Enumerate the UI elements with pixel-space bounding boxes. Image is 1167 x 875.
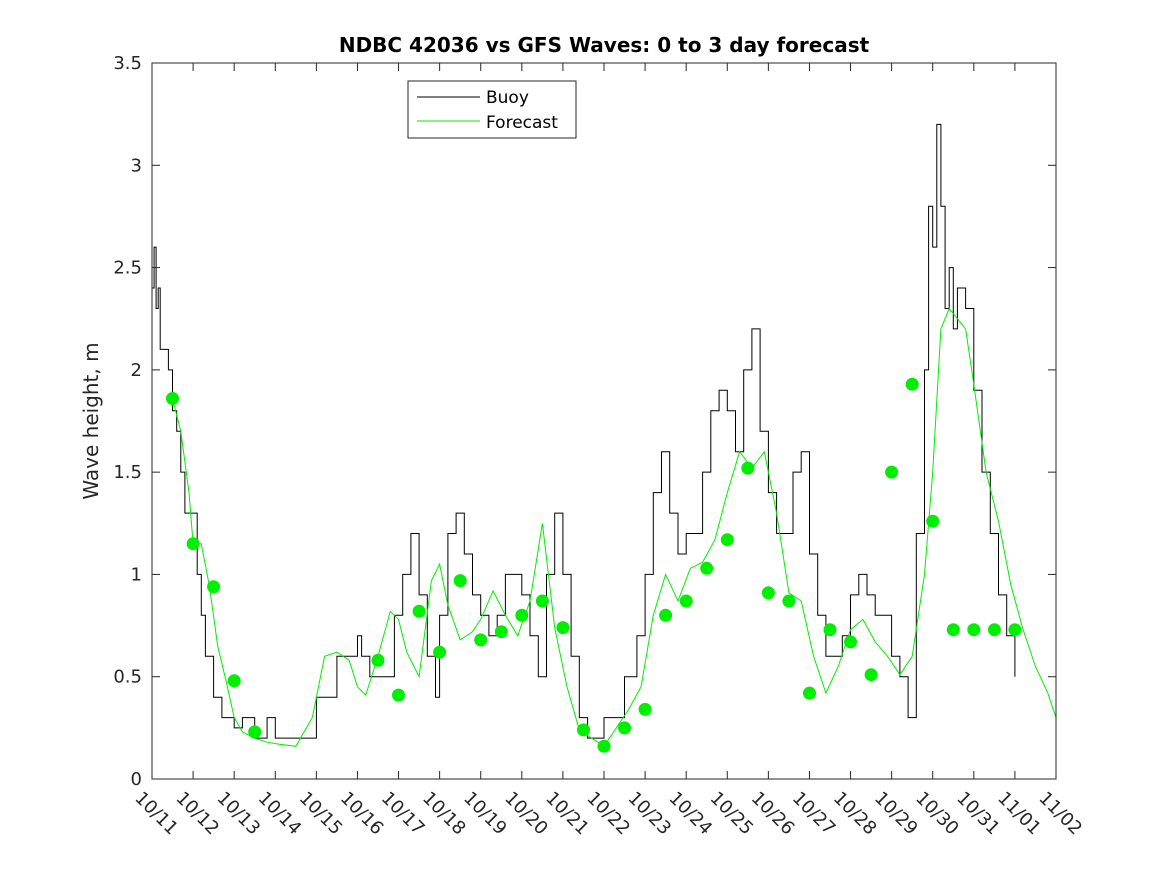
forecast-marker xyxy=(659,608,673,622)
forecast-marker xyxy=(823,623,837,637)
forecast-marker xyxy=(803,686,816,700)
forecast-marker xyxy=(741,461,755,475)
y-tick-label: 3.5 xyxy=(113,53,142,74)
forecast-marker xyxy=(905,377,919,391)
forecast-marker xyxy=(782,594,796,608)
forecast-marker xyxy=(433,645,447,659)
forecast-marker xyxy=(474,633,488,647)
y-axis: 0 0.5 1 1.5 2 2.5 3 3.5 xyxy=(113,53,1056,790)
forecast-marker xyxy=(515,608,529,622)
forecast-marker xyxy=(864,668,878,682)
forecast-marker xyxy=(679,594,693,608)
chart-title: NDBC 42036 vs GFS Waves: 0 to 3 day fore… xyxy=(339,33,870,57)
forecast-marker xyxy=(967,623,981,637)
y-tick-label: 1.5 xyxy=(113,462,142,483)
y-tick-label: 1 xyxy=(131,564,142,585)
forecast-marker xyxy=(166,392,179,405)
forecast-marker xyxy=(1008,623,1022,637)
forecast-marker xyxy=(453,574,467,588)
y-tick-label: 0.5 xyxy=(113,667,142,688)
forecast-marker xyxy=(227,674,241,688)
forecast-marker xyxy=(926,514,940,528)
y-axis-label: Wave height, m xyxy=(79,342,103,499)
forecast-marker xyxy=(618,721,631,735)
y-tick-label: 2 xyxy=(131,360,142,381)
forecast-marker xyxy=(392,688,405,702)
forecast-marker xyxy=(556,621,570,635)
y-tick-label: 0 xyxy=(131,769,142,790)
forecast-marker xyxy=(720,533,734,547)
forecast-marker xyxy=(371,653,385,667)
forecast-marker xyxy=(844,635,857,649)
forecast-series xyxy=(172,307,1057,747)
forecast-marker xyxy=(412,604,426,618)
forecast-marker xyxy=(186,537,200,551)
legend-buoy-label: Buoy xyxy=(486,88,529,108)
forecast-marker xyxy=(946,623,960,637)
forecast-marker xyxy=(885,465,899,479)
forecast-markers xyxy=(166,377,1022,753)
forecast-marker xyxy=(494,625,508,639)
forecast-marker xyxy=(577,723,590,737)
forecast-line xyxy=(172,307,1057,747)
forecast-marker xyxy=(248,725,262,739)
plot-area xyxy=(152,63,1056,779)
legend-forecast-label: Forecast xyxy=(486,113,558,133)
forecast-marker xyxy=(638,702,652,716)
forecast-marker xyxy=(700,561,714,575)
forecast-marker xyxy=(535,594,549,608)
forecast-marker xyxy=(207,580,221,594)
legend-box xyxy=(407,80,577,139)
legend: Buoy Forecast xyxy=(407,80,577,139)
forecast-marker xyxy=(987,623,1001,637)
forecast-marker xyxy=(597,739,611,753)
forecast-marker xyxy=(761,586,775,600)
y-tick-label: 3 xyxy=(131,155,142,176)
y-tick-label: 2.5 xyxy=(113,258,142,279)
